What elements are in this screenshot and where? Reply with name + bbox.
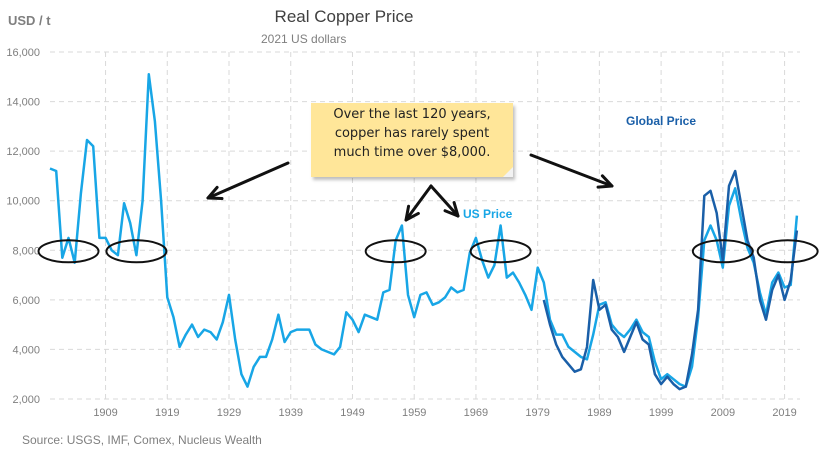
arrow-head bbox=[596, 174, 614, 189]
x-tick-label: 1989 bbox=[587, 407, 611, 419]
x-tick-label: 1959 bbox=[402, 407, 426, 419]
annotation-note: Over the last 120 years, copper has rare… bbox=[311, 103, 513, 177]
threshold-circle bbox=[691, 239, 754, 264]
y-tick-label: 2,000 bbox=[12, 394, 40, 406]
threshold-circle bbox=[756, 239, 819, 264]
arrow-head bbox=[443, 201, 460, 218]
annotation-arrows bbox=[37, 153, 819, 264]
us-price-label: US Price bbox=[463, 207, 513, 221]
x-tick-label: 1909 bbox=[93, 407, 117, 419]
x-tick-label: 1929 bbox=[217, 407, 241, 419]
series-lines bbox=[49, 73, 799, 391]
source-note: Source: USGS, IMF, Comex, Nucleus Wealth bbox=[22, 433, 262, 447]
global-price-line bbox=[542, 169, 799, 391]
x-tick-label: 1979 bbox=[525, 407, 549, 419]
annotation-arrow bbox=[206, 161, 290, 200]
us-price-line bbox=[49, 73, 799, 388]
y-tick-label: 16,000 bbox=[6, 47, 40, 59]
y-axis-ticks: 2,000 4,000 6,000 8,000 10,000 12,000 14,000 16… bbox=[6, 47, 40, 406]
x-tick-label: 1949 bbox=[340, 407, 364, 419]
threshold-circle bbox=[469, 239, 532, 264]
x-tick-label: 2009 bbox=[711, 407, 735, 419]
note-line-3: much time over $8,000. bbox=[333, 145, 491, 160]
y-axis-label: USD / t bbox=[8, 13, 51, 28]
chart-subtitle: 2021 US dollars bbox=[261, 32, 346, 46]
chart-title: Real Copper Price bbox=[275, 7, 414, 26]
annotation-arrow bbox=[429, 184, 460, 218]
x-tick-label: 1969 bbox=[464, 407, 488, 419]
x-tick-label: 1939 bbox=[278, 407, 302, 419]
threshold-circle bbox=[105, 239, 168, 264]
arrow-head bbox=[206, 185, 224, 201]
x-tick-label: 1919 bbox=[155, 407, 179, 419]
x-tick-label: 1999 bbox=[649, 407, 673, 419]
y-tick-label: 14,000 bbox=[6, 97, 40, 109]
y-tick-label: 4,000 bbox=[12, 344, 40, 356]
y-tick-label: 10,000 bbox=[6, 196, 40, 208]
y-tick-label: 12,000 bbox=[6, 146, 40, 158]
note-line-1: Over the last 120 years, bbox=[333, 107, 491, 122]
y-tick-label: 6,000 bbox=[12, 295, 40, 307]
grid-lines bbox=[50, 51, 800, 400]
annotation-arrow bbox=[404, 184, 433, 222]
global-price-label: Global Price bbox=[626, 114, 696, 128]
y-tick-label: 8,000 bbox=[12, 245, 40, 257]
threshold-circle bbox=[37, 239, 100, 264]
annotation-arrow bbox=[529, 153, 614, 188]
x-axis-ticks: 1909 1919 1929 1939 1949 1959 1969 1979 1989 1999… bbox=[93, 407, 796, 419]
note-line-2: copper has rarely spent bbox=[334, 126, 490, 141]
x-tick-label: 2019 bbox=[772, 407, 796, 419]
threshold-circle bbox=[364, 239, 427, 264]
arrow-head bbox=[404, 204, 420, 222]
